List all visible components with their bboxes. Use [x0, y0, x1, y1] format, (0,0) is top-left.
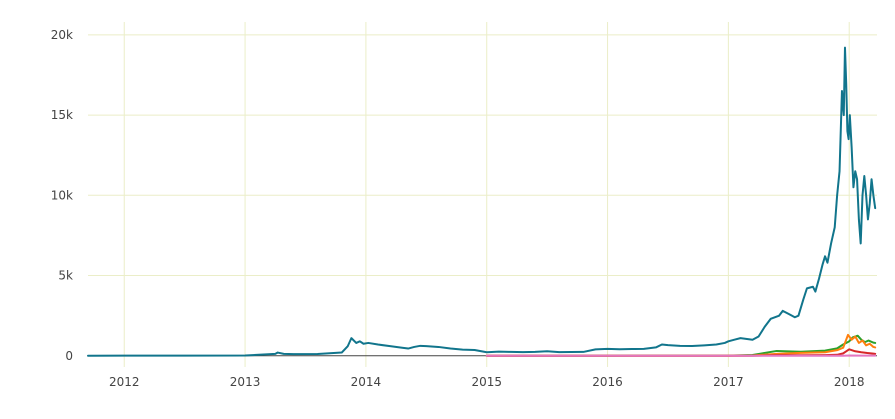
y-tick-label: 5k	[58, 269, 73, 283]
y-tick-label: 0	[65, 349, 73, 363]
series-line-0	[88, 48, 875, 356]
tick-layer: 2012 2013 2014 2015 2016 2017 2018 0 5k 10k 15k 20k	[51, 28, 865, 389]
series-layer	[88, 48, 875, 356]
y-tick-label: 20k	[51, 28, 73, 42]
x-tick-label: 2018	[834, 375, 865, 389]
x-tick-label: 2013	[230, 375, 261, 389]
y-tick-label: 15k	[51, 108, 73, 122]
x-tick-label: 2017	[713, 375, 744, 389]
x-tick-label: 2015	[471, 375, 502, 389]
x-tick-label: 2016	[592, 375, 623, 389]
x-tick-label: 2014	[351, 375, 382, 389]
y-tick-label: 10k	[51, 188, 73, 202]
grid-layer	[88, 22, 877, 367]
x-tick-label: 2012	[109, 375, 140, 389]
